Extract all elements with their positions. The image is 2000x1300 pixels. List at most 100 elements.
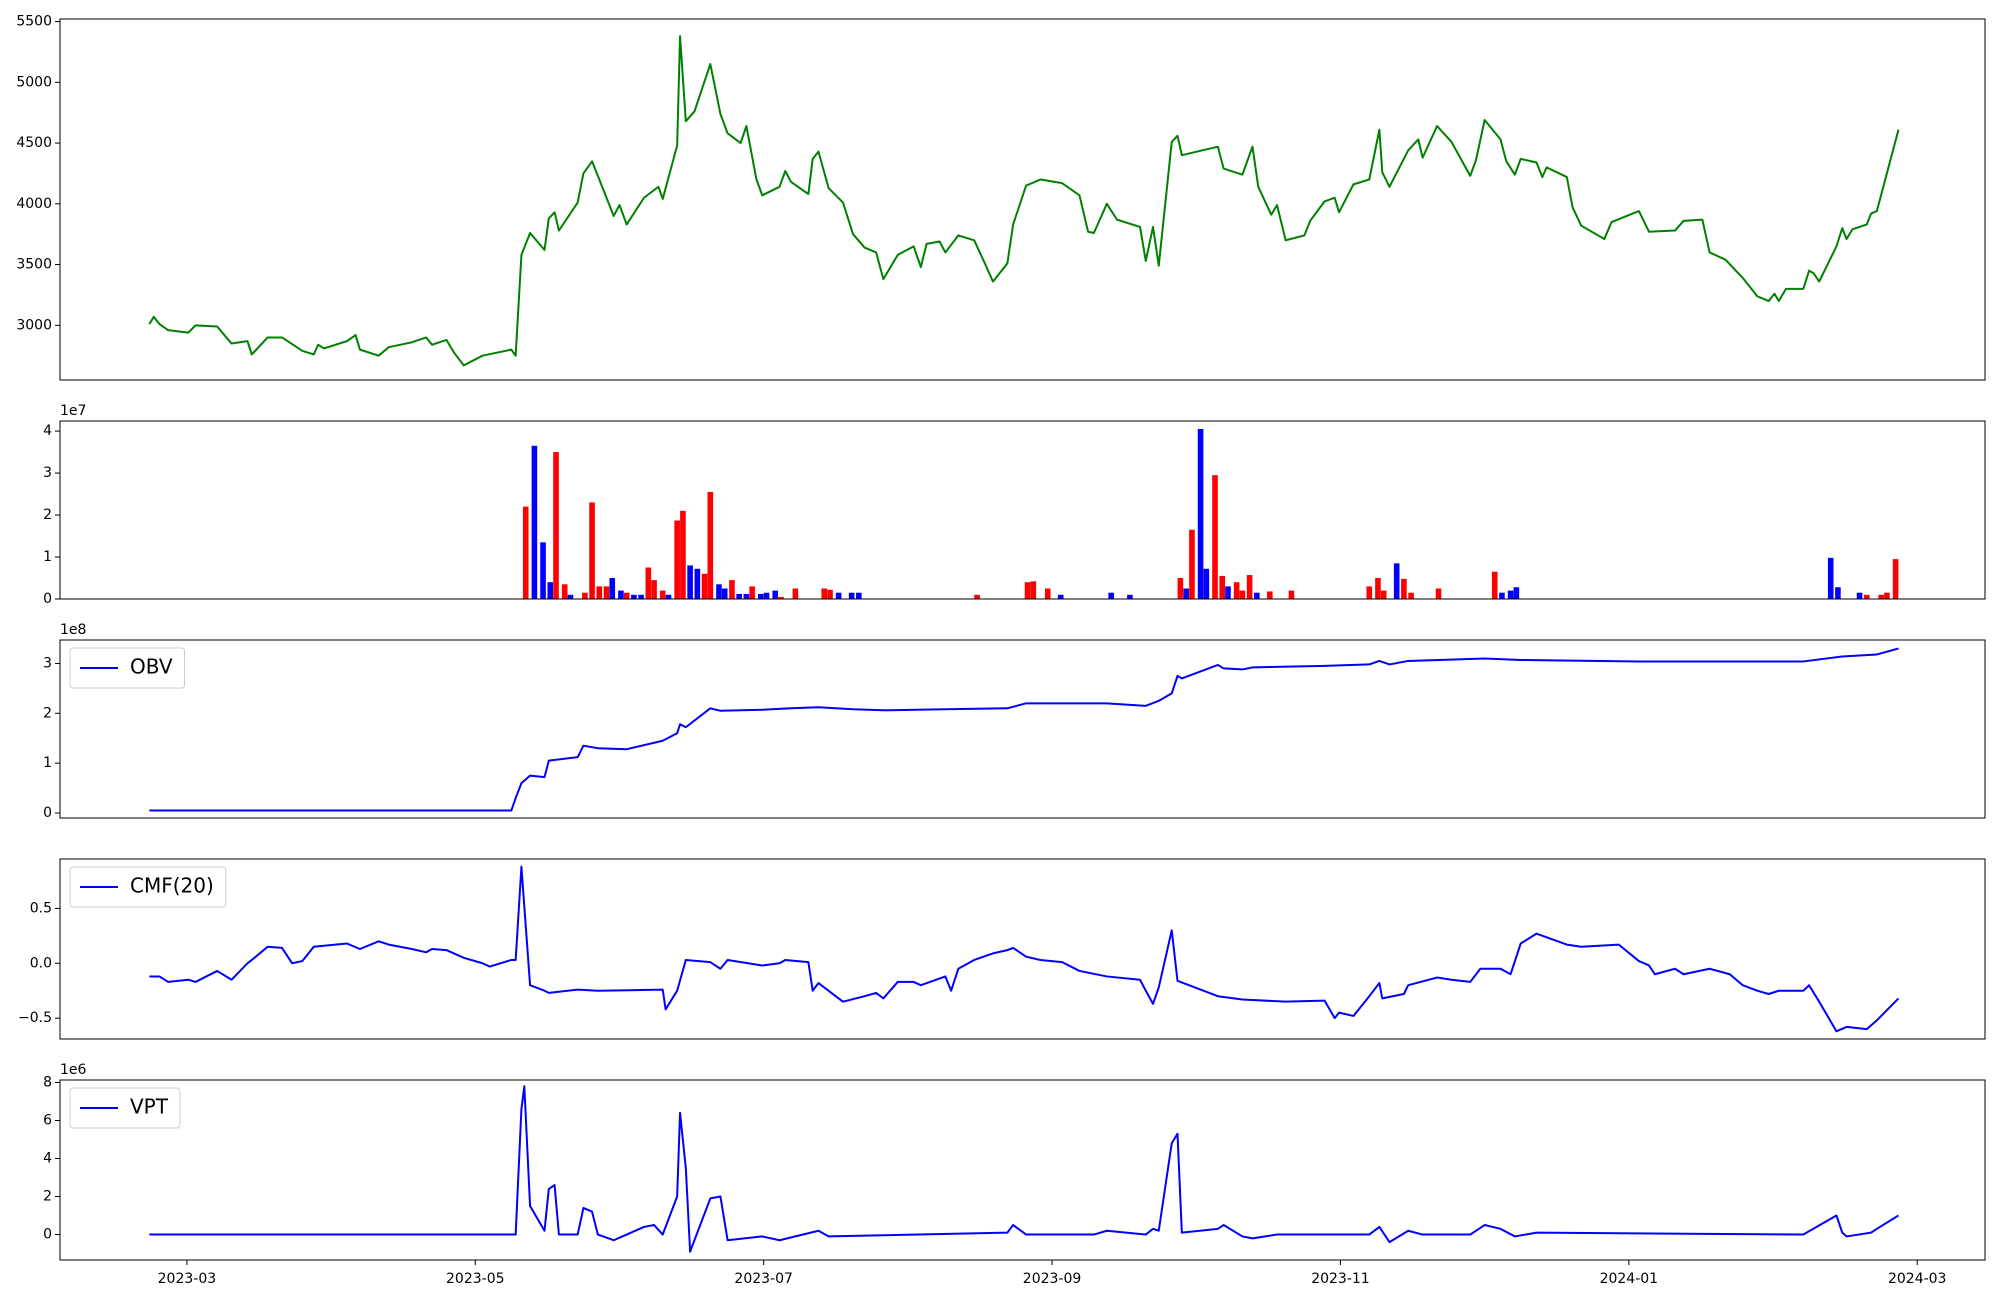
volume-bar bbox=[1863, 594, 1870, 599]
volume-bar bbox=[582, 592, 588, 599]
x-tick-label: 2023-11 bbox=[1311, 1271, 1370, 1287]
volume-bar bbox=[522, 506, 529, 599]
volume-bar bbox=[680, 510, 686, 599]
volume-bar bbox=[1189, 529, 1195, 599]
y-tick-label: 0.5 bbox=[30, 900, 52, 916]
volume-bar bbox=[531, 445, 538, 599]
legend-label: OBV bbox=[130, 655, 173, 679]
x-tick-label: 2023-07 bbox=[734, 1271, 793, 1287]
volume-bar bbox=[659, 590, 666, 599]
volume-bar bbox=[567, 594, 574, 599]
volume-bar bbox=[1380, 590, 1387, 599]
legend-box bbox=[69, 647, 186, 689]
volume-bar bbox=[1266, 591, 1273, 599]
volume-bar bbox=[1856, 592, 1863, 599]
data-line bbox=[149, 1085, 1900, 1253]
volume-bar bbox=[827, 589, 833, 599]
x-tick-label: 2023-05 bbox=[446, 1271, 505, 1287]
volume-bar bbox=[707, 491, 714, 599]
volume-bar bbox=[1225, 586, 1231, 599]
volume-bar bbox=[1030, 581, 1037, 599]
y-tick-label: 4 bbox=[43, 423, 52, 439]
volume-bar bbox=[596, 586, 603, 599]
y-tick-label: 0.0 bbox=[30, 955, 52, 971]
y-tick-label: 0 bbox=[43, 805, 52, 821]
volume-bar bbox=[1892, 559, 1899, 599]
y-tick-label: 2 bbox=[43, 1189, 52, 1205]
axes-frame bbox=[59, 858, 1986, 1040]
volume-bar bbox=[1057, 594, 1064, 599]
axis-offset-label: 1e8 bbox=[60, 622, 86, 638]
axis-offset-label: 1e7 bbox=[60, 403, 86, 419]
y-tick-label: 3 bbox=[43, 655, 52, 671]
volume-bar bbox=[1401, 578, 1407, 599]
legend-box bbox=[69, 866, 227, 908]
y-tick-label: 4500 bbox=[16, 135, 52, 151]
y-tick-label: 4000 bbox=[16, 196, 52, 212]
volume-bar bbox=[618, 590, 624, 599]
volume-bar bbox=[1233, 582, 1240, 599]
legend-box bbox=[69, 1087, 181, 1129]
volume-bar bbox=[1393, 563, 1400, 599]
y-tick-label: 5000 bbox=[16, 74, 52, 90]
y-tick-label: 2 bbox=[43, 507, 52, 523]
legend-label: VPT bbox=[130, 1095, 169, 1119]
volume-bar bbox=[687, 565, 693, 599]
volume-bar bbox=[1177, 578, 1184, 599]
x-tick-label: 2023-09 bbox=[1023, 1271, 1082, 1287]
volume-bar bbox=[792, 588, 799, 599]
data-line bbox=[149, 647, 1899, 812]
volume-bar bbox=[1408, 592, 1414, 599]
volume-bar bbox=[1375, 578, 1381, 599]
x-tick-label: 2023-03 bbox=[158, 1271, 217, 1287]
volume-bar bbox=[1499, 592, 1505, 599]
volume-bar bbox=[778, 596, 784, 599]
volume-bar bbox=[561, 584, 568, 599]
axis-offset-label: 1e6 bbox=[60, 1062, 87, 1078]
y-tick-label: 3 bbox=[43, 465, 52, 481]
y-tick-label: 6 bbox=[43, 1112, 52, 1128]
data-line bbox=[148, 35, 1900, 367]
volume-bar bbox=[1246, 575, 1253, 599]
volume-bar bbox=[1108, 592, 1114, 599]
volume-bar bbox=[1183, 588, 1189, 599]
volume-bar bbox=[1884, 592, 1890, 599]
volume-bar bbox=[1491, 571, 1498, 599]
volume-bar bbox=[1435, 588, 1442, 599]
volume-bar bbox=[1024, 582, 1031, 599]
y-tick-label: 1 bbox=[43, 755, 52, 771]
volume-bar bbox=[553, 452, 559, 599]
axes-frame bbox=[59, 420, 1986, 600]
volume-bar bbox=[651, 580, 657, 599]
volume-bar bbox=[645, 567, 652, 599]
volume-bar bbox=[609, 578, 616, 599]
x-tick-label: 2024-01 bbox=[1600, 1271, 1659, 1287]
axes-frame bbox=[59, 639, 1986, 819]
volume-bar bbox=[716, 584, 722, 599]
volume-bar bbox=[763, 592, 770, 599]
y-tick-label: 3000 bbox=[16, 317, 52, 333]
volume-bar bbox=[1212, 475, 1218, 599]
y-tick-label: 1 bbox=[43, 549, 52, 565]
volume-bar bbox=[603, 586, 610, 599]
volume-bar bbox=[665, 594, 672, 599]
x-tick-label: 2024-03 bbox=[1888, 1271, 1947, 1287]
volume-bar bbox=[757, 593, 764, 599]
volume-bar bbox=[772, 590, 779, 599]
volume-bar bbox=[729, 580, 735, 599]
volume-bar bbox=[1835, 587, 1841, 599]
volume-bar bbox=[1044, 588, 1051, 599]
axes-frame bbox=[59, 1079, 1986, 1261]
volume-bar bbox=[1203, 568, 1210, 599]
volume-bar bbox=[736, 593, 742, 599]
y-tick-label: 0 bbox=[43, 591, 52, 607]
data-line bbox=[149, 865, 1900, 1033]
volume-bar bbox=[1254, 592, 1260, 599]
volume-bar bbox=[721, 588, 728, 599]
volume-bar bbox=[821, 588, 828, 599]
volume-bar bbox=[540, 542, 546, 599]
volume-bar bbox=[694, 568, 701, 599]
